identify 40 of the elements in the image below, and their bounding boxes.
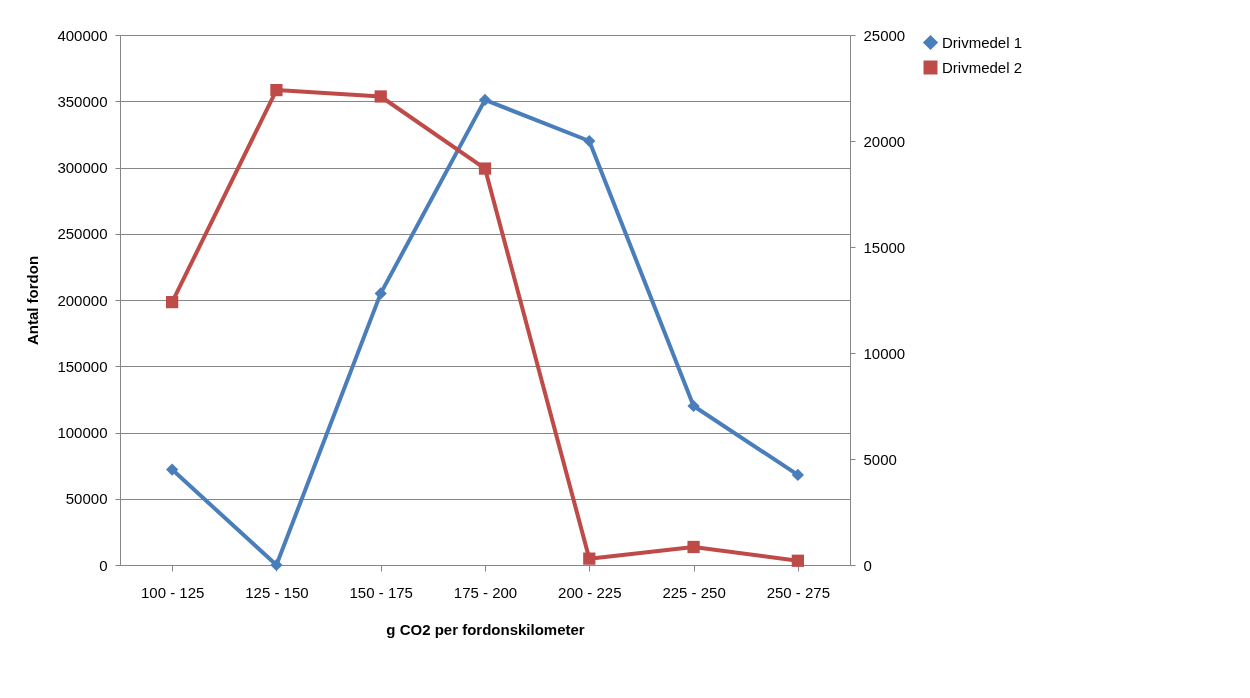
x-tick-label: 175 - 200 xyxy=(453,583,518,601)
y-tick-label: 200000 xyxy=(57,291,108,309)
x-tick-label: 250 - 275 xyxy=(766,583,831,601)
point xyxy=(791,468,804,482)
x-tick-label: 150 - 175 xyxy=(349,583,413,601)
point xyxy=(583,552,596,565)
legend-label: Drivmedel 1 xyxy=(942,33,1023,51)
legend-label: Drivmedel 2 xyxy=(942,58,1023,76)
x-tick-label: 100 - 125 xyxy=(140,583,205,601)
point xyxy=(374,287,387,300)
y2-tick-label: 5000 xyxy=(863,450,897,468)
point xyxy=(478,162,492,175)
point xyxy=(583,134,596,148)
y-tick-label: 250000 xyxy=(57,225,108,243)
x-tick-label: 225 - 250 xyxy=(662,583,726,601)
y2-tick-label: 25000 xyxy=(863,26,906,44)
point xyxy=(687,540,700,554)
y-tick-label: 150000 xyxy=(57,357,108,375)
y-tick-label: 400000 xyxy=(57,26,108,44)
point xyxy=(270,558,283,572)
point xyxy=(478,93,492,107)
x-axis-title: g CO2 per fordonskilometer xyxy=(386,620,585,638)
y2-tick-label: 10000 xyxy=(863,344,906,362)
y-tick-label: 50000 xyxy=(65,490,108,508)
y2-tick-label: 20000 xyxy=(863,132,906,150)
point xyxy=(791,554,804,567)
y2-tick-label: 15000 xyxy=(863,238,906,256)
point xyxy=(270,84,283,97)
y-tick-label: 350000 xyxy=(57,92,108,110)
point xyxy=(687,399,700,413)
point xyxy=(374,90,387,103)
x-tick-label: 125 - 150 xyxy=(245,583,309,601)
y-axis-title: Antal fordon xyxy=(24,255,42,346)
y-tick-label: 300000 xyxy=(57,159,108,176)
point xyxy=(166,463,179,476)
y2-tick-label: 0 xyxy=(863,556,872,574)
y-tick-label: 100000 xyxy=(57,424,108,441)
y-tick-label: 0 xyxy=(99,556,108,574)
point xyxy=(166,296,179,309)
x-tick-label: 200 - 225 xyxy=(558,583,622,601)
